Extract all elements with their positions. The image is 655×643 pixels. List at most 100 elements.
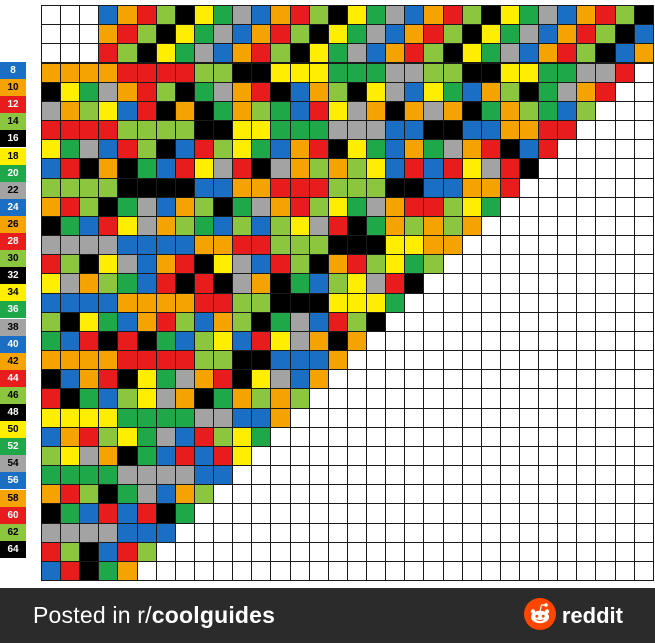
grid-cell [595,541,616,562]
grid-cell [633,560,654,582]
grid-cell [308,311,329,332]
grid-cell [79,445,100,467]
grid-cell [41,330,62,352]
grid-cell [423,350,444,371]
grid-cell [557,139,578,160]
grid-cell [519,330,540,352]
grid-cell [461,62,482,83]
grid-cell [289,43,310,64]
row-label-58: 58 [0,489,26,507]
grid-cell [174,330,195,352]
grid-cell [614,215,635,237]
grid-cell [155,100,176,121]
grid-cell [174,484,195,505]
grid-cell [595,196,616,217]
grid-cell [136,311,157,332]
grid-cell [232,254,253,275]
grid-cell [79,62,100,83]
grid-cell [327,254,348,275]
grid-cell [193,350,215,371]
grid-cell [289,311,310,332]
grid-cell [308,465,329,486]
grid-cell [576,24,597,45]
grid-cell [136,62,157,83]
grid-cell [41,5,62,26]
grid-cell [79,426,100,447]
grid-cell [557,560,578,582]
grid-cell [308,541,329,562]
grid-cell [595,445,616,467]
grid-cell [423,541,444,562]
grid-cell [213,311,234,332]
grid-cell [117,254,138,275]
grid-cell [461,407,482,428]
grid-cell [232,292,253,313]
grid-cell [385,235,406,256]
grid-cell [499,330,520,352]
grid-cell [308,81,329,102]
grid-cell [595,465,616,486]
grid-cell [385,541,406,562]
grid-cell [538,62,559,83]
row-label-46: 46 [0,386,26,404]
grid-cell [480,350,501,371]
grid-cell [423,215,444,237]
grid-cell [404,350,425,371]
grid-cell [480,465,501,486]
grid-cell [519,484,540,505]
grid-cell [251,503,272,524]
grid-cell [366,465,387,486]
grid-cell [117,43,138,64]
subreddit-name[interactable]: coolguides [151,602,276,628]
grid-cell [461,330,482,352]
grid-cell [308,273,329,294]
grid-cell [595,5,616,26]
grid-cell [289,369,310,390]
grid-cell [480,196,501,217]
grid-cell [251,330,272,352]
grid-cell [60,503,81,524]
grid-cell [60,311,81,332]
grid-cell [41,120,62,141]
grid-cell [117,100,138,121]
grid-cell [499,215,520,237]
grid-cell [614,177,635,198]
grid-cell [499,560,520,582]
grid-cell [155,120,176,141]
grid-cell [480,426,501,447]
grid-cell [60,5,81,26]
grid-cell [595,158,616,179]
grid-cell [404,426,425,447]
grid-cell [193,311,215,332]
grid-cell [346,120,368,141]
grid-cell [270,407,291,428]
grid-cell [136,407,157,428]
grid-cell [614,445,635,467]
grid-cell [576,120,597,141]
grid-cell [136,235,157,256]
grid-cell [538,215,559,237]
grid-cell [270,426,291,447]
grid-cell [499,503,520,524]
reddit-brand[interactable]: reddit [523,597,623,632]
grid-cell [155,465,176,486]
grid-cell [480,254,501,275]
grid-cell [79,330,100,352]
grid-cell [308,426,329,447]
row-label-34: 34 [0,284,26,302]
grid-cell [538,196,559,217]
grid-cell [232,81,253,102]
row-label-18: 18 [0,147,26,165]
grid-cell [308,177,329,198]
grid-cell [557,273,578,294]
grid-cell [98,81,119,102]
grid-cell [366,388,387,409]
grid-cell [499,43,520,64]
grid-cell [423,292,444,313]
grid-cell [557,196,578,217]
grid-cell [232,541,253,562]
row-label-12: 12 [0,96,26,114]
grid-cell [385,350,406,371]
grid-cell [289,541,310,562]
grid-cell [595,350,616,371]
